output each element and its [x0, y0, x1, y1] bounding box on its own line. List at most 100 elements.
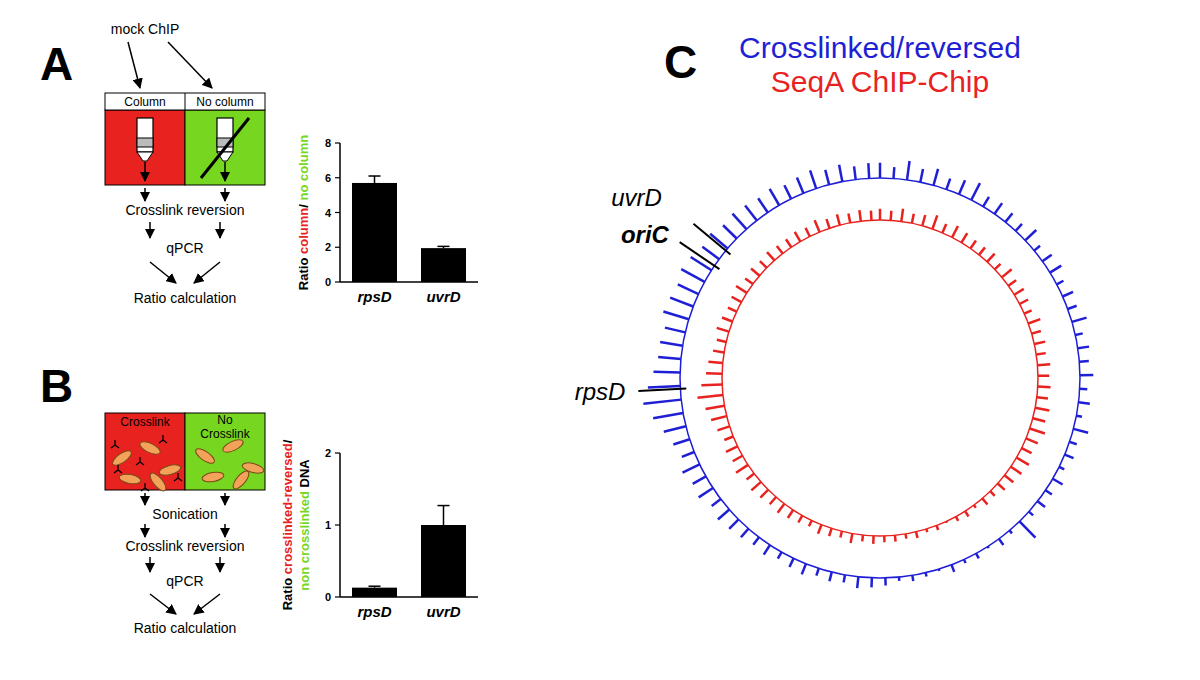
ring-bar — [751, 482, 761, 490]
figure: ABCmock ChIPColumnNo columnCrosslink rev… — [0, 0, 1200, 680]
ring-bar — [729, 519, 738, 528]
y-tick-label: 2 — [325, 447, 331, 459]
ring-bar — [1037, 364, 1050, 365]
crosslinker — [141, 483, 149, 491]
ring-bar — [826, 219, 829, 228]
ring-bar — [717, 340, 726, 342]
ring-bar — [974, 505, 976, 508]
ring-bar — [678, 284, 699, 294]
ring-bar — [1038, 374, 1049, 377]
ring-bar — [724, 436, 733, 440]
column-header: Crosslink — [200, 427, 250, 441]
ring-bar — [784, 185, 791, 199]
ring-bar — [983, 197, 989, 207]
arrow — [144, 493, 146, 505]
ring-bar — [1022, 448, 1032, 453]
bar — [352, 183, 397, 282]
y-axis-label-part: / — [280, 439, 295, 443]
x-axis — [340, 596, 478, 598]
ring-bar — [889, 211, 892, 221]
ring-bar — [1073, 429, 1088, 433]
crosslinker — [159, 435, 167, 443]
ring-bar — [1078, 347, 1089, 349]
y-tick — [335, 142, 340, 143]
ring-bar — [898, 577, 901, 581]
ring-bar — [1004, 475, 1013, 482]
arrow — [144, 162, 146, 181]
ring-bar — [907, 161, 910, 180]
ring-bar — [979, 247, 985, 254]
condition-box — [185, 110, 265, 185]
arrow — [149, 557, 151, 572]
error-cap — [369, 175, 381, 177]
ring-bar — [643, 400, 681, 404]
arrow — [150, 262, 176, 283]
ring-bar — [1011, 467, 1022, 474]
ring-bar — [770, 189, 780, 205]
ring-bar — [797, 177, 804, 193]
ring-bar — [1033, 418, 1045, 421]
locus-marker — [638, 389, 686, 392]
locus-marker — [693, 224, 730, 255]
y-tick-label: 1 — [325, 519, 331, 531]
ring-bar — [825, 170, 829, 185]
ring-bar — [1025, 230, 1036, 240]
step: Sonication — [152, 506, 217, 522]
ring-bar — [870, 211, 873, 221]
arrow — [194, 594, 220, 614]
ring-bar — [745, 278, 753, 284]
y-axis-label-part: column — [296, 208, 311, 254]
ring-bar — [870, 578, 873, 587]
ring-bar — [1009, 530, 1011, 533]
ring-bar — [760, 490, 768, 498]
ring-bar — [653, 371, 680, 374]
ring-bar — [802, 564, 806, 575]
y-axis-label-part: crosslinked-reversed — [280, 443, 295, 574]
ring-bar — [691, 257, 712, 270]
legend-entry: SeqA ChIP-Chip — [771, 65, 989, 98]
ring-bar — [867, 163, 870, 178]
ring-bar — [789, 558, 793, 567]
y-tick-label: 0 — [325, 276, 331, 288]
ring-bar — [770, 497, 776, 504]
y-tick — [335, 524, 340, 525]
ring-bar — [976, 553, 979, 558]
ring-bar — [970, 241, 975, 249]
category-label: rpsD — [357, 603, 391, 620]
y-tick — [335, 212, 340, 213]
y-tick-label: 8 — [325, 137, 331, 149]
ring-bar — [660, 342, 682, 346]
ring-bar — [673, 439, 689, 444]
ring-bar — [1053, 479, 1063, 485]
locus-label: rpsD — [575, 378, 626, 405]
ring-bar — [810, 170, 816, 188]
ring-bar — [818, 525, 822, 534]
ring-bar — [751, 268, 760, 275]
arrow — [219, 557, 221, 572]
y-tick-label: 2 — [325, 241, 331, 253]
column-tube — [137, 118, 153, 152]
ring-bar — [1005, 213, 1012, 222]
ring-bar — [879, 209, 882, 220]
ring-bar — [879, 163, 882, 178]
ring-bar — [697, 395, 722, 398]
ring-bar — [1072, 318, 1087, 322]
ring-bar — [1036, 353, 1045, 354]
ring-bar — [999, 539, 1004, 545]
ring-bar — [920, 169, 923, 182]
condition-box — [185, 413, 265, 490]
cross-out — [201, 118, 249, 178]
crosslinker — [114, 465, 122, 473]
ring-bar — [965, 511, 968, 516]
ring-bar — [883, 536, 886, 542]
ring-bar — [1042, 255, 1051, 262]
ring-bar — [1014, 289, 1024, 295]
category-label: uvrD — [426, 288, 460, 305]
ring-bar — [736, 465, 748, 473]
column-header: Column — [124, 95, 165, 109]
ring-bar — [733, 456, 743, 462]
ring-bar — [904, 534, 907, 539]
bar — [421, 525, 466, 597]
ring-bar — [892, 167, 895, 178]
ring-bar — [894, 535, 897, 541]
